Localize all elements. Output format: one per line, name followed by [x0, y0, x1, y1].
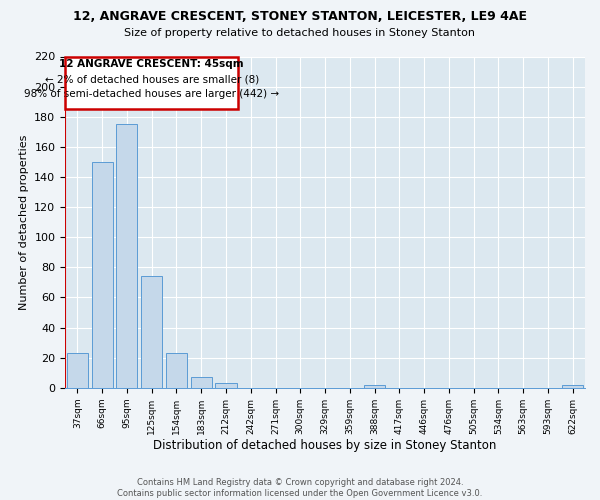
Bar [562, 385, 583, 388]
Bar [67, 353, 88, 388]
Bar [65, 56, 238, 109]
Text: Contains HM Land Registry data © Crown copyright and database right 2024.
Contai: Contains HM Land Registry data © Crown c… [118, 478, 482, 498]
Text: Size of property relative to detached houses in Stoney Stanton: Size of property relative to detached ho… [125, 28, 476, 38]
Bar [141, 276, 162, 388]
Text: 12 ANGRAVE CRESCENT: 45sqm: 12 ANGRAVE CRESCENT: 45sqm [59, 59, 244, 69]
Bar [166, 353, 187, 388]
Bar [215, 384, 236, 388]
X-axis label: Distribution of detached houses by size in Stoney Stanton: Distribution of detached houses by size … [154, 440, 497, 452]
Bar [92, 162, 113, 388]
Bar [191, 378, 212, 388]
Y-axis label: Number of detached properties: Number of detached properties [19, 134, 29, 310]
Bar [116, 124, 137, 388]
Bar [364, 385, 385, 388]
Text: 98% of semi-detached houses are larger (442) →: 98% of semi-detached houses are larger (… [24, 89, 279, 99]
Text: 12, ANGRAVE CRESCENT, STONEY STANTON, LEICESTER, LE9 4AE: 12, ANGRAVE CRESCENT, STONEY STANTON, LE… [73, 10, 527, 23]
Text: ← 2% of detached houses are smaller (8): ← 2% of detached houses are smaller (8) [44, 74, 259, 84]
